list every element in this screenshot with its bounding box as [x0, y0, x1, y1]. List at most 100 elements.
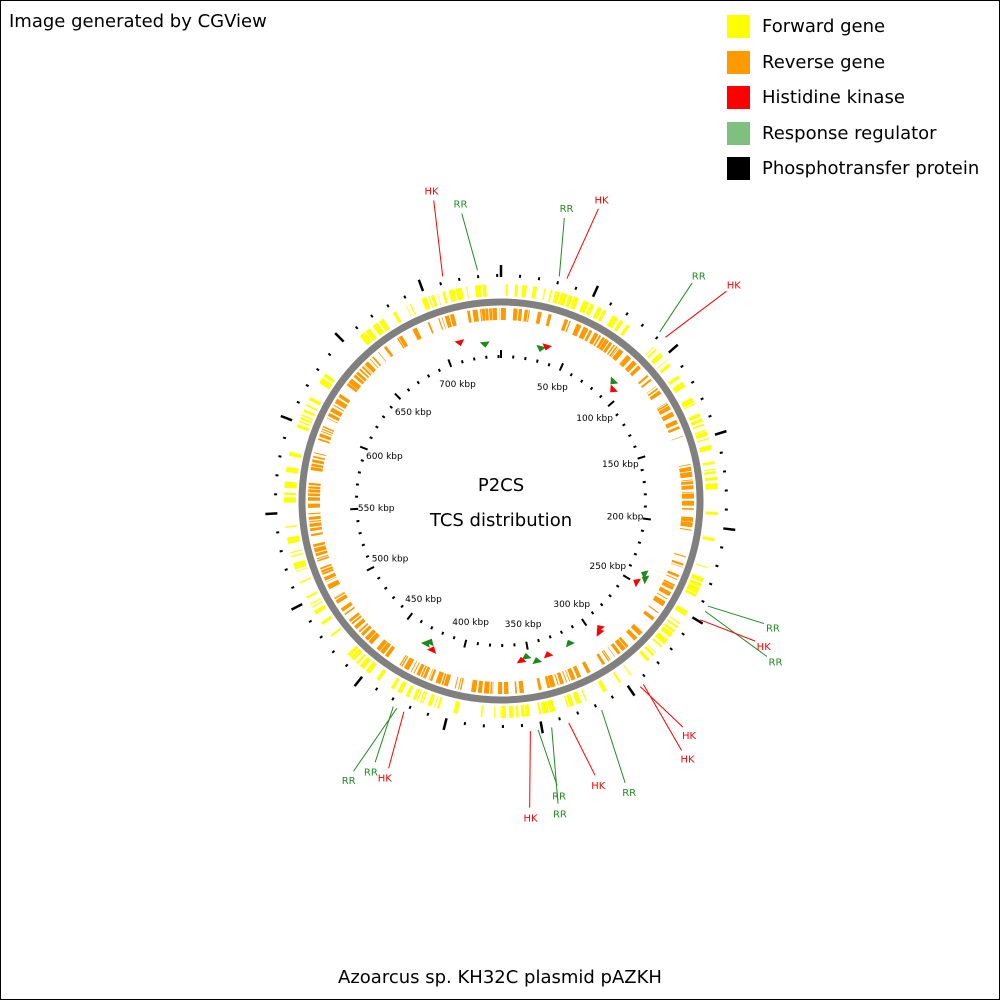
reverse-gene [312, 541, 326, 548]
forward-gene [295, 567, 308, 573]
callout-line [558, 217, 565, 277]
forward-gene [298, 420, 311, 427]
histidine-kinase-marker [543, 651, 554, 659]
phosphotransfer-mark [719, 451, 723, 454]
histidine-kinase-marker [516, 656, 527, 664]
ruler-label: 650 kbp [395, 408, 432, 418]
reverse-gene [346, 383, 358, 393]
ruler-tick [628, 563, 633, 567]
forward-gene [350, 648, 363, 661]
reverse-gene [514, 681, 518, 694]
phosphotransfer-mark [574, 286, 578, 291]
reverse-gene [317, 438, 330, 444]
forward-gene [597, 679, 607, 693]
reverse-gene [321, 568, 334, 575]
hk-callout-label: HK [595, 195, 610, 206]
ruler-tick [637, 455, 646, 460]
reverse-gene [459, 677, 464, 690]
forward-gene [474, 284, 483, 298]
forward-gene [695, 563, 708, 569]
reverse-gene [403, 657, 415, 671]
reverse-gene [444, 315, 452, 328]
reverse-gene [472, 309, 479, 322]
ruler-tick [375, 425, 379, 429]
ruler-tick [383, 586, 388, 590]
rr-callout-label: RR [560, 204, 574, 215]
phosphotransfer-mark [278, 455, 282, 458]
reverse-gene [308, 515, 321, 520]
phosphotransfer-mark [265, 512, 278, 516]
response-regulator-marker [641, 575, 650, 585]
ruler-tick [460, 360, 464, 364]
histidine-kinase-marker [610, 384, 618, 393]
forward-gene [686, 583, 700, 594]
phosphotransfer-mark [591, 285, 600, 298]
forward-gene [674, 605, 688, 617]
forward-gene [652, 638, 663, 648]
forward-gene [579, 300, 590, 314]
ruler-tick [580, 379, 584, 383]
ruler-label: 600 kbp [366, 452, 403, 462]
reverse-gene [663, 579, 675, 587]
reverse-gene [454, 676, 459, 689]
callout-line [707, 605, 765, 624]
reverse-gene [678, 463, 691, 468]
reverse-gene [658, 586, 672, 597]
reverse-gene [435, 671, 444, 685]
forward-gene [704, 476, 717, 482]
reverse-gene [308, 497, 321, 501]
forward-gene [405, 305, 412, 317]
reverse-gene [327, 579, 341, 590]
forward-gene [436, 696, 443, 709]
reverse-gene [603, 341, 613, 354]
reverse-gene [560, 318, 569, 332]
forward-gene [668, 375, 680, 386]
legend-swatch-histidine-kinase [727, 86, 750, 110]
reverse-gene [572, 323, 582, 337]
legend-item-reverse-gene: Reverse gene [727, 45, 979, 81]
forward-gene [409, 303, 416, 316]
forward-gene [698, 444, 712, 453]
reverse-gene [320, 566, 333, 573]
reverse-gene [309, 526, 323, 532]
reverse-gene [657, 403, 669, 412]
reverse-gene [679, 527, 692, 531]
legend-label: Reverse gene [762, 51, 886, 73]
forward-gene [521, 285, 528, 298]
callout-line [566, 208, 599, 279]
forward-gene [692, 423, 705, 430]
reverse-gene [578, 326, 589, 340]
forward-gene [597, 309, 607, 322]
reverse-gene [671, 435, 683, 441]
ruler-tick [569, 372, 573, 377]
forward-gene [681, 397, 695, 408]
reverse-gene [503, 681, 509, 694]
hk-callout-label: HK [727, 280, 742, 291]
response-regulator-marker [536, 344, 547, 352]
reverse-gene [523, 309, 529, 322]
reverse-gene [556, 672, 565, 685]
reverse-gene [368, 632, 380, 645]
reverse-gene [479, 309, 483, 322]
forward-gene [284, 492, 297, 496]
reverse-gene [481, 308, 486, 321]
reverse-gene [681, 480, 694, 486]
reverse-gene [427, 321, 434, 334]
reverse-gene [681, 507, 694, 511]
reverse-gene [348, 612, 360, 622]
backbone-circle [298, 298, 704, 704]
ruler-tick [437, 368, 441, 373]
callout-line [529, 731, 531, 808]
forward-gene [390, 677, 400, 690]
reverse-gene [492, 681, 494, 694]
legend-item-histidine-kinase: Histidine kinase [727, 80, 979, 116]
ruler-label: 250 kbp [589, 562, 626, 572]
reverse-gene [667, 570, 680, 578]
phosphotransfer-mark [537, 277, 541, 281]
forward-gene [690, 418, 703, 426]
forward-gene [702, 460, 715, 466]
reverse-gene [554, 673, 559, 686]
ruler-tick [419, 619, 423, 624]
phosphotransfer-mark [315, 367, 320, 372]
reverse-gene [317, 556, 330, 562]
